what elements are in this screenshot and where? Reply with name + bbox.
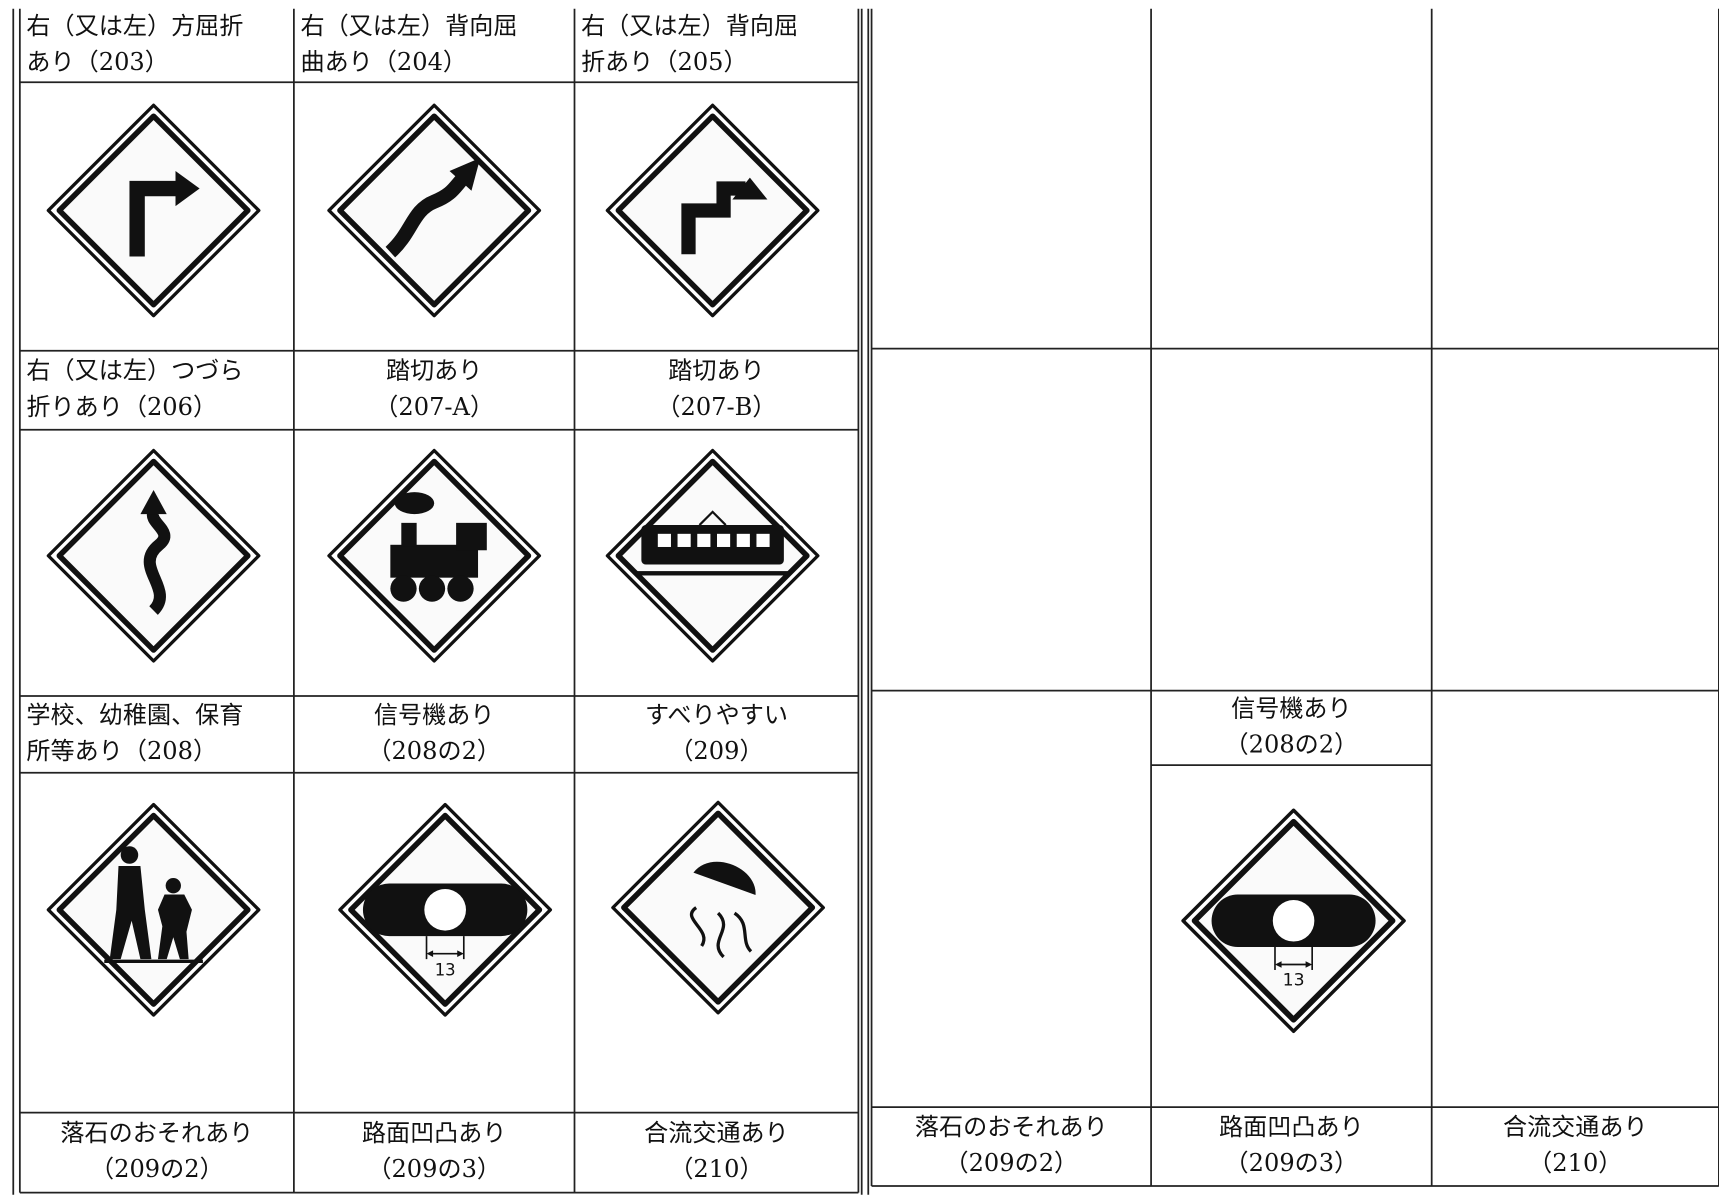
- cell-label: 信号機あり: [374, 701, 495, 729]
- sign-205: [607, 105, 817, 315]
- sign-207b: [607, 451, 817, 661]
- cell-label: 折りあり（206）: [26, 393, 217, 421]
- dimension-label: 13: [435, 961, 456, 980]
- sign-206: [48, 451, 258, 661]
- cell-label: （207-A）: [374, 393, 494, 421]
- sign-208: [48, 805, 258, 1015]
- cell-label: 路面凹凸あり: [1219, 1113, 1364, 1141]
- sign-207a: [329, 451, 539, 661]
- cell-label: （208の2）: [367, 737, 501, 765]
- cell-label: （209の3）: [1225, 1149, 1359, 1177]
- sign-204: [329, 105, 539, 315]
- cell-label: 路面凹凸あり: [362, 1119, 507, 1147]
- table-lines: [12, 8, 1719, 1195]
- cell-label: （209の3）: [367, 1155, 501, 1183]
- sign-209: [613, 802, 823, 1012]
- cell-label: 右（又は左）背向屈: [581, 12, 798, 40]
- cell-label: 学校、幼稚園、保育: [26, 701, 243, 729]
- cell-label: 右（又は左）方屈折: [26, 12, 243, 40]
- cell-label: 踏切あり: [386, 357, 482, 385]
- cell-label: 所等あり（208）: [26, 737, 217, 765]
- cell-label: すべりやすい: [645, 701, 788, 729]
- cell-label: 合流交通あり: [644, 1119, 789, 1147]
- cell-label: （209の2）: [90, 1155, 224, 1183]
- sign-208-2-right: 13: [1183, 810, 1404, 1031]
- cell-label: （209）: [669, 737, 763, 765]
- cell-label: 曲あり（204）: [300, 48, 467, 76]
- sign-208-2: 13: [340, 805, 550, 1015]
- cell-label: （207-B）: [656, 393, 776, 421]
- cell-label: 合流交通あり: [1503, 1113, 1648, 1141]
- cell-label: 右（又は左）背向屈: [300, 12, 517, 40]
- cell-label: あり（203）: [26, 48, 168, 76]
- cell-label: 信号機あり: [1231, 694, 1352, 722]
- cell-label: 折あり（205）: [581, 48, 748, 76]
- cell-label: 右（又は左）つづら: [26, 357, 243, 385]
- cell-label: （208の2）: [1225, 730, 1359, 758]
- cell-label: （209の2）: [944, 1149, 1078, 1177]
- cell-label: （210）: [1528, 1149, 1622, 1177]
- dimension-label: 13: [1283, 971, 1305, 991]
- cell-label: 踏切あり: [668, 357, 764, 385]
- cell-label: 落石のおそれあり: [60, 1119, 253, 1147]
- cell-label: （210）: [669, 1155, 763, 1183]
- cell-label: 落石のおそれあり: [915, 1113, 1108, 1141]
- sign-203: [48, 105, 258, 315]
